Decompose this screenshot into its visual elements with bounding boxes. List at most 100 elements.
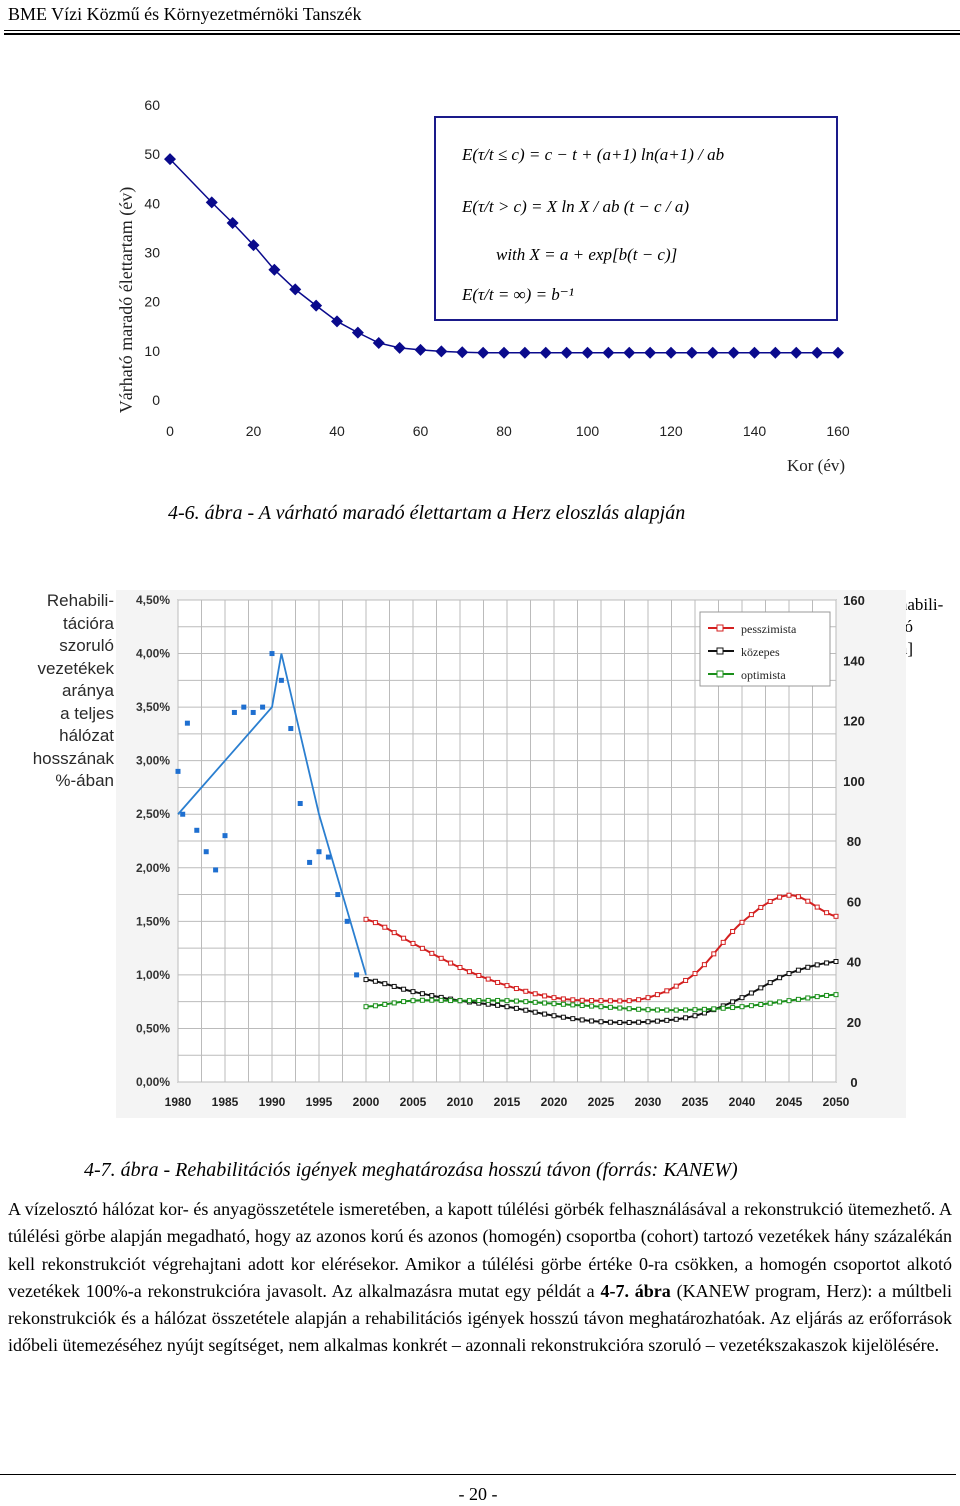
right-y-tick-label: 80 [847, 834, 861, 849]
series-marker [429, 997, 435, 1003]
data-point [435, 345, 448, 358]
series-marker [570, 1016, 576, 1022]
series-marker [466, 969, 472, 975]
x-tick-label: 1985 [212, 1095, 239, 1109]
trend-line-path [177, 653, 367, 976]
x-tick-label: 1995 [306, 1095, 333, 1109]
series-marker [805, 995, 811, 1001]
series-marker [560, 996, 566, 1002]
series-marker [401, 986, 407, 992]
series-marker [457, 998, 463, 1004]
data-point [539, 346, 552, 359]
data-point [414, 343, 427, 356]
y-tick-label: 50 [144, 146, 160, 162]
scatter-point [175, 768, 181, 774]
x-tick-label: 2050 [823, 1095, 850, 1109]
right-y-tick-label: 0 [850, 1075, 857, 1090]
series-marker [701, 962, 707, 968]
series-marker [645, 1007, 651, 1013]
data-point [748, 346, 761, 359]
series-marker [664, 988, 670, 994]
data-point [811, 346, 824, 359]
series-marker [786, 971, 792, 977]
y-tick-label: 60 [144, 97, 160, 113]
left-axis-label: Rehabili-tációra szoruló vezetékek aránya a … [4, 590, 114, 793]
data-point [393, 341, 406, 354]
series-marker [372, 1003, 378, 1009]
series-marker [833, 913, 839, 919]
series-marker [551, 995, 557, 1001]
series-marker [645, 1019, 651, 1025]
data-point [498, 346, 510, 359]
series-marker [777, 894, 783, 900]
series-marker [730, 928, 736, 934]
x-tick-label: 2035 [682, 1095, 709, 1109]
x-tick-label: 20 [246, 423, 262, 439]
series-marker [777, 999, 783, 1005]
series-marker [363, 916, 369, 922]
series-marker [513, 1005, 519, 1011]
series-marker [523, 999, 529, 1005]
series-marker [495, 979, 501, 985]
series-marker [617, 998, 623, 1004]
legend-label: közepes [741, 645, 780, 659]
left-y-tick-label: 3,50% [136, 700, 170, 714]
data-point [518, 346, 531, 359]
left-label-line: hosszának [32, 748, 114, 768]
series-marker [814, 994, 820, 1000]
scatter-point [307, 859, 313, 865]
series-marker [363, 977, 369, 983]
series-marker [739, 1004, 745, 1010]
series-marker [570, 1002, 576, 1008]
life-expectancy-chart: Várható maradó élettartam (év) 0 10 20 30 40… [116, 97, 850, 475]
left-y-tick-label: 3,00% [136, 754, 170, 768]
data-point [769, 346, 782, 359]
series-marker [410, 998, 416, 1004]
left-label-line: hálózat [59, 726, 114, 745]
series-marker [777, 975, 783, 981]
paragraph-text-end: (KANEW program, Herz): a múltbeli rekons… [8, 1280, 952, 1356]
series-marker [542, 993, 548, 999]
y-tick-label: 40 [144, 195, 160, 211]
x-tick-label: 2045 [776, 1095, 803, 1109]
data-point [372, 336, 385, 349]
series-marker [795, 967, 801, 973]
data-point [665, 346, 677, 359]
header-rule [4, 30, 960, 31]
series-marker [805, 898, 811, 904]
data-point [832, 346, 844, 359]
series-marker [570, 997, 576, 1003]
series-marker [607, 1019, 613, 1025]
x-tick-label: 140 [743, 423, 767, 439]
scatter-point [269, 651, 275, 657]
x-tick-label: 1990 [259, 1095, 286, 1109]
series-marker [438, 955, 444, 961]
series-marker [786, 998, 792, 1004]
scatter-point [194, 827, 200, 833]
figure-reference[interactable]: 4-7. ábra [600, 1280, 671, 1301]
series-marker [711, 1006, 717, 1012]
y-tick-label: 20 [144, 294, 160, 310]
left-y-tick-label: 2,00% [136, 861, 170, 875]
series-marker [598, 998, 604, 1004]
x-tick-label: 120 [659, 423, 683, 439]
x-tick-label: 2015 [494, 1095, 521, 1109]
formula-line-4: E(τ/t = ∞) = b⁻¹ [461, 285, 574, 304]
scatter-point [278, 677, 284, 683]
series-marker [767, 980, 773, 986]
series-marker [391, 930, 397, 936]
series-marker [513, 998, 519, 1004]
x-tick-label: 100 [576, 423, 600, 439]
series-marker [429, 950, 435, 956]
left-label-line: aránya [62, 681, 114, 700]
series-marker [711, 951, 717, 957]
scatter-point [250, 709, 256, 715]
series-marker [617, 1019, 623, 1025]
series-marker [476, 998, 482, 1004]
right-y-tick-label: 160 [843, 593, 865, 608]
series-marker [824, 960, 830, 966]
left-label-line: tációra [62, 613, 114, 633]
series-marker [466, 998, 472, 1004]
figure-caption-1: 4-6. ábra - A várható maradó élettartam … [168, 502, 686, 524]
data-point [331, 315, 343, 328]
